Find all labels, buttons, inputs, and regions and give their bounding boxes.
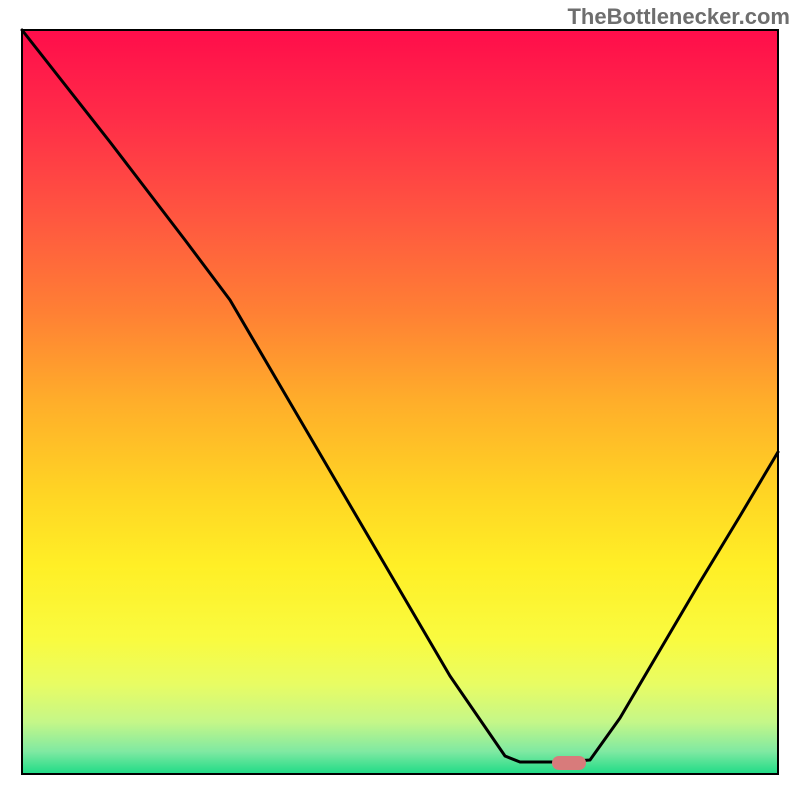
chart-svg [0, 0, 800, 800]
gradient-background [22, 30, 778, 774]
optimal-marker [552, 756, 586, 770]
bottleneck-chart [0, 0, 800, 800]
watermark-text: TheBottlenecker.com [567, 4, 790, 30]
